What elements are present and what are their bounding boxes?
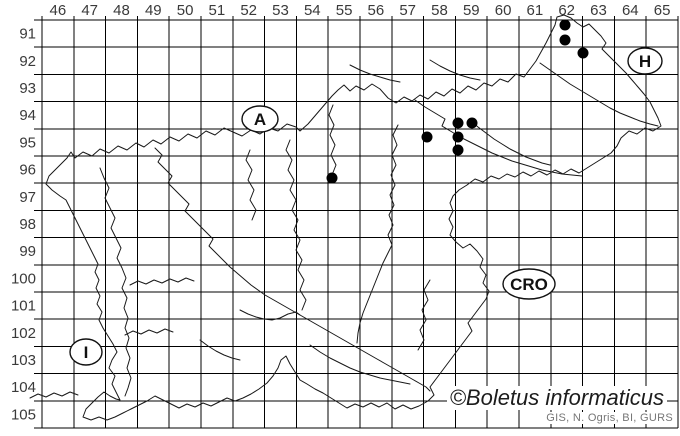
river-line — [239, 309, 301, 321]
row-label: 95 — [19, 134, 36, 151]
occurrence-dot — [452, 117, 464, 129]
row-label: 94 — [19, 107, 36, 124]
river-line — [154, 147, 431, 392]
river-line — [129, 277, 195, 286]
col-label: 63 — [590, 2, 607, 19]
river-line — [469, 119, 551, 166]
row-label: 103 — [11, 352, 36, 369]
country-label: H — [639, 52, 651, 71]
river-line — [245, 149, 257, 221]
country-ellipse — [502, 268, 556, 300]
row-label: 104 — [11, 379, 36, 396]
occurrence-dot — [452, 144, 464, 156]
col-label: 50 — [177, 2, 194, 19]
col-label: 48 — [113, 2, 130, 19]
row-label: 105 — [11, 406, 36, 423]
row-label: 101 — [11, 298, 36, 315]
col-label: 60 — [495, 2, 512, 19]
col-label: 65 — [654, 2, 671, 19]
river-line — [539, 62, 659, 127]
national-border — [45, 14, 662, 421]
occurrence-dot — [452, 131, 464, 143]
col-label: 51 — [209, 2, 226, 19]
country-ellipse — [69, 338, 103, 366]
col-label: 52 — [240, 2, 257, 19]
col-label: 49 — [145, 2, 162, 19]
occurrence-dot — [559, 34, 571, 46]
row-label: 102 — [11, 325, 36, 342]
col-label: 62 — [558, 2, 575, 19]
country-label: CRO — [510, 275, 548, 294]
river-line — [309, 344, 411, 385]
col-label: 58 — [431, 2, 448, 19]
river-line — [349, 64, 401, 83]
river-line — [417, 279, 431, 351]
river-line — [429, 59, 481, 81]
river-line — [328, 104, 337, 176]
country-label: A — [254, 110, 266, 129]
river-line — [414, 99, 583, 177]
river-line — [285, 139, 307, 311]
occurrence-dot — [326, 172, 338, 184]
row-label: 91 — [19, 26, 36, 43]
country-label: I — [84, 343, 89, 362]
country-ellipse — [241, 105, 279, 133]
occurrence-dot — [466, 117, 478, 129]
country-ellipse — [627, 47, 663, 75]
col-label: 64 — [622, 2, 639, 19]
river-line — [124, 328, 174, 336]
row-label: 100 — [11, 270, 36, 287]
river-line — [356, 124, 399, 344]
river-line — [199, 339, 241, 361]
col-label: 47 — [81, 2, 98, 19]
occurrence-dot — [559, 19, 571, 31]
col-label: 59 — [463, 2, 480, 19]
col-label: 56 — [368, 2, 385, 19]
river-line — [29, 391, 79, 399]
row-label: 97 — [19, 189, 36, 206]
occurrence-dot — [421, 131, 433, 143]
col-label: 53 — [272, 2, 289, 19]
row-label: 98 — [19, 216, 36, 233]
watermark-text: ©Boletus informaticus — [446, 385, 667, 411]
row-label: 92 — [19, 53, 36, 70]
occurrence-dot — [577, 47, 589, 59]
row-label: 93 — [19, 80, 36, 97]
col-label: 46 — [50, 2, 67, 19]
col-label: 61 — [527, 2, 544, 19]
river-line — [99, 167, 132, 397]
row-label: 96 — [19, 162, 36, 179]
credits-text: GIS, N. Ogris, BI, GURS — [544, 412, 675, 425]
col-label: 54 — [304, 2, 321, 19]
row-label: 99 — [19, 243, 36, 260]
col-label: 55 — [336, 2, 353, 19]
col-label: 57 — [399, 2, 416, 19]
